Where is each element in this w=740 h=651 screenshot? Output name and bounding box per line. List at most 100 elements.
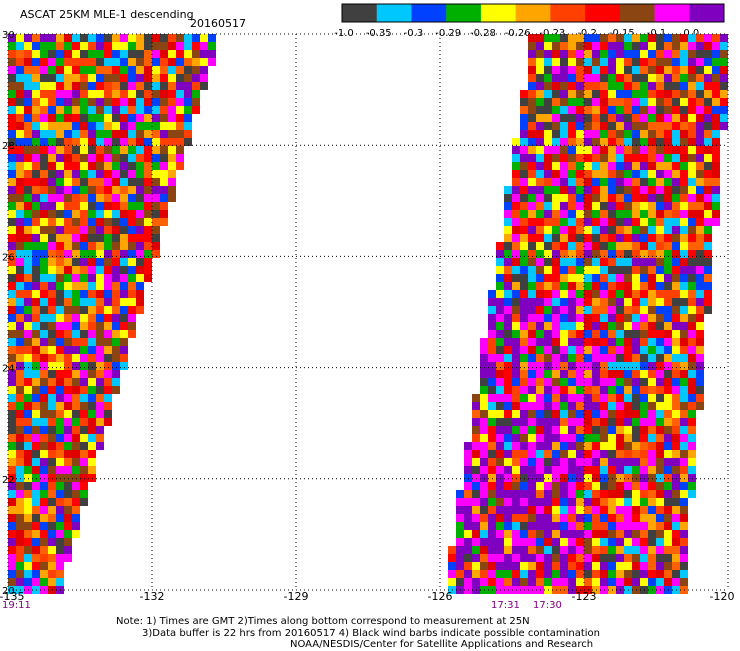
swath-cell	[8, 66, 16, 74]
swath-cell	[520, 434, 528, 442]
swath-cell	[184, 50, 192, 58]
swath-cell	[40, 562, 48, 570]
swath-cell	[592, 410, 600, 418]
swath-cell	[624, 538, 632, 546]
swath-cell	[656, 162, 664, 170]
note-line-3: NOAA/NESDIS/Center for Satellite Applica…	[290, 639, 594, 650]
swath-cell	[608, 218, 616, 226]
swath-cell	[40, 434, 48, 442]
swath-cell	[568, 154, 576, 162]
swath-cell	[40, 202, 48, 210]
swath-cell	[632, 402, 640, 410]
swath-cell	[584, 178, 592, 186]
swath-cell	[552, 394, 560, 402]
swath-cell	[40, 386, 48, 394]
swath-cell	[136, 154, 144, 162]
swath-cell	[704, 210, 712, 218]
swath-cell	[40, 466, 48, 474]
swath-cell	[624, 58, 632, 66]
swath-cell	[144, 162, 152, 170]
swath-cell	[480, 498, 488, 506]
swath-cell	[184, 98, 192, 106]
swath-cell	[496, 482, 504, 490]
swath-cell	[720, 74, 728, 82]
swath-cell	[608, 378, 616, 386]
swath-cell	[176, 114, 184, 122]
swath-cell	[104, 314, 112, 322]
swath-cell	[48, 554, 56, 562]
swath-cell	[168, 90, 176, 98]
swath-cell	[24, 338, 32, 346]
swath-cell	[24, 218, 32, 226]
swath-cell	[696, 114, 704, 122]
swath-cell	[696, 330, 704, 338]
swath-cell	[688, 362, 696, 370]
swath-cell	[488, 506, 496, 514]
swath-cell	[40, 42, 48, 50]
swath-cell	[512, 538, 520, 546]
swath-cell	[88, 154, 96, 162]
swath-cell	[152, 98, 160, 106]
swath-cell	[208, 58, 216, 66]
swath-cell	[520, 418, 528, 426]
swath-cell	[168, 186, 176, 194]
swath-cell	[552, 66, 560, 74]
swath-cell	[96, 34, 104, 42]
swath-cell	[680, 274, 688, 282]
swath-cell	[616, 466, 624, 474]
swath-cell	[704, 250, 712, 258]
swath-cell	[592, 514, 600, 522]
swath-cell	[680, 122, 688, 130]
swath-cell	[16, 266, 24, 274]
swath-cell	[88, 98, 96, 106]
swath-cell	[552, 418, 560, 426]
swath-cell	[680, 498, 688, 506]
swath-cell	[128, 274, 136, 282]
swath-cell	[712, 162, 720, 170]
swath-cell	[616, 298, 624, 306]
swath-cell	[112, 298, 120, 306]
swath-cell	[536, 34, 544, 42]
swath-cell	[32, 146, 40, 154]
swath-cell	[552, 562, 560, 570]
swath-cell	[672, 226, 680, 234]
swath-cell	[672, 474, 680, 482]
swath-cell	[504, 290, 512, 298]
swath-cell	[512, 306, 520, 314]
swath-cell	[656, 186, 664, 194]
swath-cell	[680, 306, 688, 314]
swath-cell	[664, 154, 672, 162]
swath-cell	[648, 266, 656, 274]
swath-cell	[528, 458, 536, 466]
swath-cell	[520, 370, 528, 378]
swath-cell	[520, 386, 528, 394]
swath-cell	[624, 490, 632, 498]
swath-cell	[552, 386, 560, 394]
swath-cell	[104, 290, 112, 298]
swath-cell	[504, 418, 512, 426]
swath-cell	[80, 314, 88, 322]
swath-cell	[600, 42, 608, 50]
swath-cell	[536, 114, 544, 122]
swath-cell	[32, 490, 40, 498]
swath-cell	[640, 298, 648, 306]
legend-swatch	[689, 4, 725, 22]
swath-cell	[56, 298, 64, 306]
swath-cell	[104, 154, 112, 162]
swath-cell	[584, 106, 592, 114]
swath-cell	[632, 34, 640, 42]
swath-cell	[104, 330, 112, 338]
swath-cell	[656, 202, 664, 210]
swath-cell	[568, 570, 576, 578]
swath-cell	[640, 146, 648, 154]
swath-cell	[624, 482, 632, 490]
swath-cell	[504, 458, 512, 466]
swath-cell	[496, 346, 504, 354]
swath-cell	[48, 194, 56, 202]
swath-cell	[696, 354, 704, 362]
swath-cell	[104, 394, 112, 402]
swath-cell	[656, 154, 664, 162]
swath-cell	[648, 138, 656, 146]
swath-cell	[584, 322, 592, 330]
swath-cell	[8, 146, 16, 154]
